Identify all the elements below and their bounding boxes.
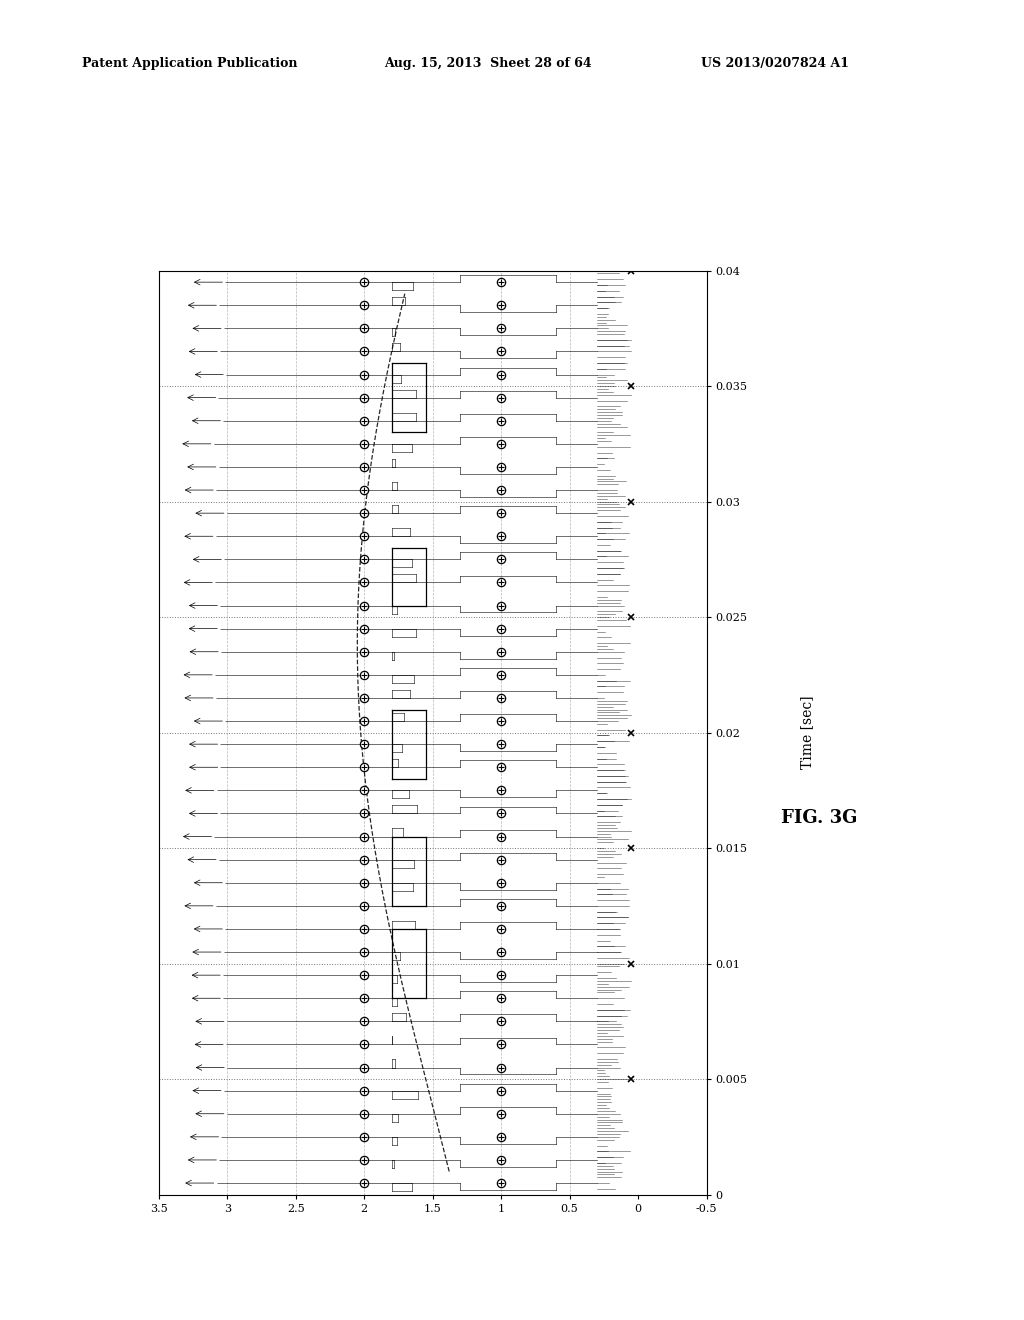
Text: Patent Application Publication: Patent Application Publication (82, 57, 297, 70)
Text: Aug. 15, 2013  Sheet 28 of 64: Aug. 15, 2013 Sheet 28 of 64 (384, 57, 592, 70)
Text: US 2013/0207824 A1: US 2013/0207824 A1 (701, 57, 850, 70)
Text: FIG. 3G: FIG. 3G (781, 809, 857, 828)
Y-axis label: Time [sec]: Time [sec] (801, 696, 814, 770)
